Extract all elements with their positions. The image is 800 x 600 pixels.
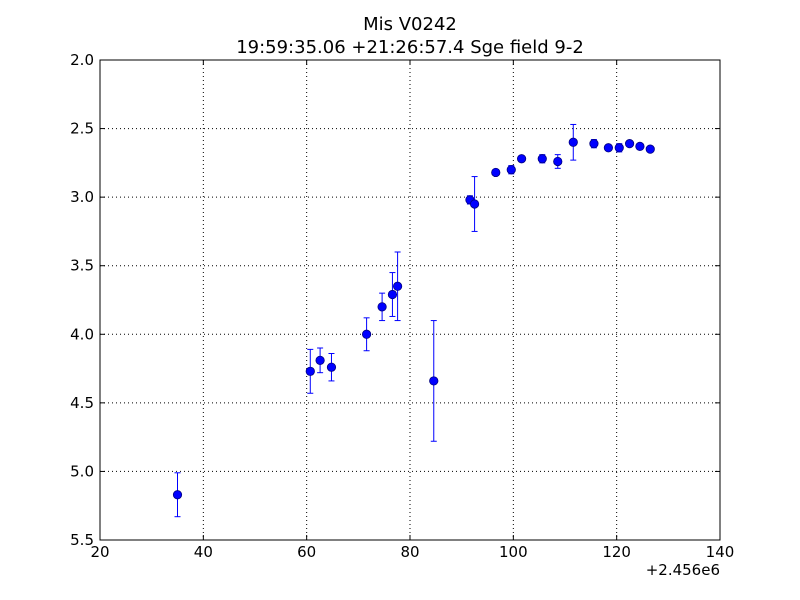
data-marker (392, 281, 403, 291)
data-marker (568, 137, 578, 147)
y-tick-label: 2.5 (70, 120, 94, 138)
data-marker (361, 329, 372, 339)
data-point (326, 352, 337, 382)
x-tick-label: 40 (194, 543, 213, 561)
x-tick-label: 100 (499, 543, 528, 561)
data-point (568, 123, 578, 161)
data-marker (326, 362, 337, 372)
data-point (645, 144, 655, 154)
data-point (506, 165, 516, 175)
axis-ticks: 20 40 60 80 100 120 140 2.0 2.5 3.0 3.5 4.0 4.5 5.0 5.… (70, 51, 734, 561)
data-marker (589, 139, 599, 149)
data-point (392, 251, 403, 322)
data-marker (429, 376, 439, 386)
data-marker (387, 289, 398, 300)
data-marker (635, 141, 645, 151)
plot-frame (99, 59, 721, 541)
data-point (624, 139, 635, 149)
x-tick-label: 140 (706, 543, 735, 561)
y-tick-label: 5.0 (70, 462, 94, 480)
y-tick-label: 5.5 (70, 531, 94, 549)
data-point (315, 347, 325, 374)
chart-subtitle: 19:59:35.06 +21:26:57.4 Sge field 9-2 (236, 37, 584, 58)
data-marker (315, 355, 325, 365)
data-marker (537, 154, 547, 164)
data-marker (172, 490, 183, 500)
data-point (491, 167, 501, 178)
y-tick-label: 3.5 (70, 257, 94, 275)
y-tick-label: 4.0 (70, 325, 94, 343)
x-tick-label: 80 (400, 543, 419, 561)
x-axis-offset-label: +2.456e6 (646, 561, 720, 579)
data-series (172, 123, 655, 518)
data-point (553, 154, 563, 169)
y-tick-label: 2.0 (70, 51, 94, 69)
data-point (429, 320, 439, 442)
data-point (635, 141, 645, 151)
x-tick-label: 20 (90, 543, 109, 561)
data-point (603, 143, 614, 153)
data-marker (603, 143, 614, 153)
data-point (589, 139, 599, 149)
data-marker (305, 366, 315, 376)
y-tick-label: 4.5 (70, 394, 94, 412)
x-tick-label: 60 (297, 543, 316, 561)
chart-title: Mis V0242 (363, 14, 457, 35)
data-point (614, 143, 624, 153)
data-point (387, 272, 398, 317)
data-marker (377, 302, 387, 312)
data-point (172, 472, 183, 518)
data-marker (491, 167, 501, 178)
data-point (361, 317, 372, 352)
data-marker (506, 165, 516, 175)
data-marker (516, 154, 527, 164)
data-point (305, 348, 315, 394)
data-marker (624, 139, 635, 149)
grid (100, 60, 720, 540)
x-tick-label: 120 (602, 543, 631, 561)
data-marker (614, 143, 624, 153)
data-point (537, 154, 547, 164)
data-point (469, 176, 480, 232)
data-marker (553, 156, 563, 167)
data-marker (469, 199, 480, 209)
data-marker (645, 144, 655, 154)
y-tick-label: 3.0 (70, 188, 94, 206)
data-point (377, 292, 387, 322)
data-point (516, 154, 527, 164)
